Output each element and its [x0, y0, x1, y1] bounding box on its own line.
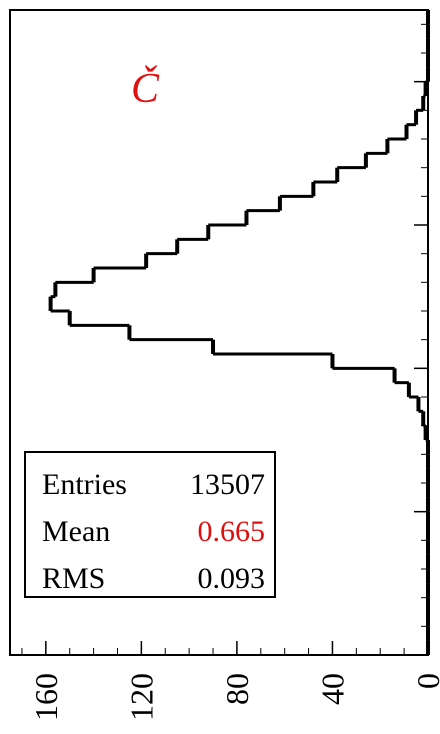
- chart-label: Č: [131, 65, 160, 112]
- histogram-bin: [129, 325, 428, 339]
- histogram-bin: [407, 125, 428, 139]
- histogram-bin: [395, 368, 428, 382]
- histogram-bin: [94, 268, 428, 282]
- stat-value: 0.665: [198, 515, 266, 548]
- stats-box: [24, 451, 276, 598]
- histogram-bin: [409, 383, 428, 397]
- stat-value: 13507: [190, 468, 265, 501]
- x-tick-label: 0: [410, 673, 440, 689]
- stat-label: Mean: [42, 515, 110, 548]
- histogram-bin: [177, 239, 428, 253]
- histogram-bin: [313, 182, 428, 196]
- stat-value: 0.093: [198, 562, 266, 595]
- x-tick-label: 80: [219, 673, 255, 705]
- histogram-bin: [332, 354, 428, 368]
- x-tick-label: 160: [28, 673, 64, 721]
- histogram-bin: [146, 254, 428, 268]
- stat-label: Entries: [42, 468, 127, 501]
- x-tick-label: 120: [123, 673, 159, 721]
- plot-frame: [9, 9, 429, 656]
- histogram-bin: [208, 225, 428, 239]
- histogram-bin: [387, 139, 428, 153]
- histogram-bin: [246, 211, 428, 225]
- histogram-bin: [337, 168, 428, 182]
- histogram-bin: [51, 297, 428, 311]
- stat-label: RMS: [42, 562, 105, 595]
- histogram-bin: [70, 311, 428, 325]
- x-tick-label: 40: [314, 673, 350, 705]
- histogram-bin: [280, 196, 428, 210]
- histogram-bin: [366, 153, 428, 167]
- histogram-bin: [213, 340, 428, 354]
- histogram-bin: [55, 282, 428, 296]
